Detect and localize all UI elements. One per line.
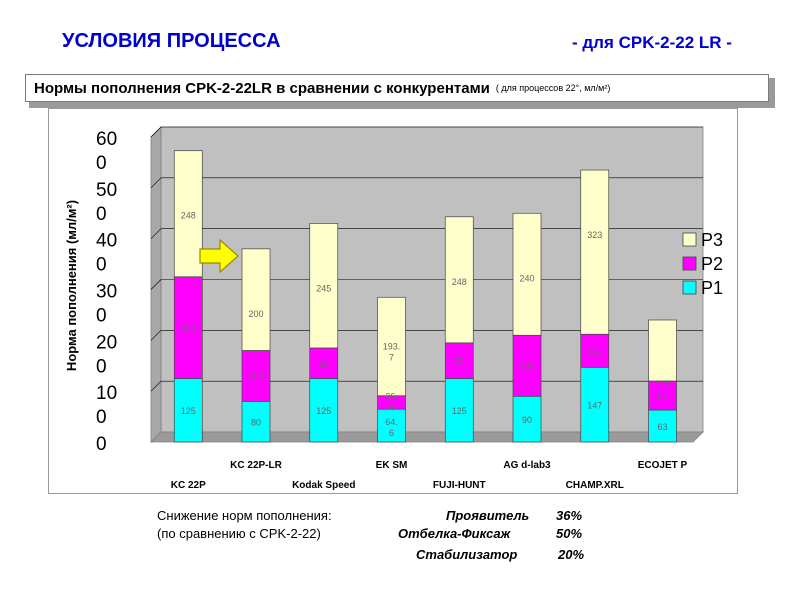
gridline-diagonal bbox=[150, 330, 162, 341]
x-tick-label: ECOJET P bbox=[638, 460, 688, 471]
bar-segment-p2 bbox=[444, 342, 474, 379]
summary-heading: Снижение норм пополнения: bbox=[157, 508, 332, 523]
data-label: 245 bbox=[316, 283, 331, 293]
bar-segment-p1 bbox=[580, 366, 610, 443]
data-label: 26. 4 bbox=[385, 392, 398, 413]
x-tick-label: AG d-lab3 bbox=[503, 460, 551, 471]
bar-segment-p3 bbox=[512, 212, 542, 336]
bar-segment-p3 bbox=[444, 216, 474, 344]
gridline-diagonal bbox=[150, 380, 162, 392]
x-tick-label: CHAMP.XRL bbox=[566, 480, 624, 491]
gridline-diagonal bbox=[150, 228, 162, 239]
x-tick-label: EK SM bbox=[376, 460, 408, 471]
data-label: 125 bbox=[316, 406, 331, 416]
bar-segment-p3 bbox=[241, 248, 271, 351]
bar-segment-p2 bbox=[241, 350, 271, 402]
chart-frame: 0 10 0 20 0 30 0 40 0 50 0 60 0 Норма пополнения (мл/… bbox=[48, 108, 738, 494]
data-label: 200 bbox=[248, 309, 263, 319]
chart-title-note: ( для процессов 22°, мл/м²) bbox=[495, 83, 611, 93]
data-label: 65 bbox=[590, 347, 600, 357]
summary-item-value: 50% bbox=[556, 526, 583, 541]
y-tick-label: 50 0 bbox=[96, 180, 117, 225]
plot-floor bbox=[150, 431, 704, 443]
data-label: 248 bbox=[452, 277, 467, 287]
x-tick-label: KC 22P-LR bbox=[230, 460, 282, 471]
data-label: 200 bbox=[181, 324, 196, 334]
y-tick-label: 30 0 bbox=[96, 282, 117, 327]
bar-segment-p1 bbox=[309, 378, 339, 443]
summary-item-value: 36% bbox=[556, 508, 583, 523]
chart-title-box: Нормы пополнения CPK-2-22LR в сравнении … bbox=[25, 74, 769, 102]
gridline-diagonal bbox=[150, 279, 162, 290]
y-tick-label: 10 0 bbox=[96, 383, 117, 428]
data-label: 240 bbox=[519, 273, 534, 283]
bar-segment-p1 bbox=[444, 378, 474, 443]
data-label: 125 bbox=[452, 406, 467, 416]
summary-item-value: 20% bbox=[558, 547, 585, 562]
bar-segment-p1 bbox=[512, 395, 542, 443]
data-label: 64. 6 bbox=[385, 417, 398, 438]
bar-segment-p2 bbox=[173, 276, 203, 379]
legend-swatch-p3 bbox=[682, 232, 697, 247]
data-label: 120 bbox=[519, 362, 534, 372]
x-tick-label: KC 22P bbox=[171, 480, 206, 491]
legend-swatch-p2 bbox=[682, 256, 697, 271]
bar-segment-p1 bbox=[377, 408, 406, 443]
data-label: 57 bbox=[658, 391, 668, 401]
highlight-arrow-icon bbox=[199, 238, 239, 274]
page-title: УСЛОВИЯ ПРОЦЕССА bbox=[62, 30, 281, 52]
chart-title: Нормы пополнения CPK-2-22LR в сравнении … bbox=[34, 79, 490, 97]
data-label: 100 bbox=[248, 372, 263, 382]
data-label: 147 bbox=[587, 401, 602, 411]
bar-segment-p3 bbox=[648, 319, 677, 382]
summary-item-label: Проявитель bbox=[446, 508, 530, 523]
data-label: 125 bbox=[181, 406, 196, 416]
legend-label: P3 bbox=[701, 230, 723, 250]
data-label: 63 bbox=[658, 422, 668, 432]
bar-segment-p3 bbox=[309, 223, 339, 349]
legend-label: P1 bbox=[701, 278, 723, 298]
summary-heading-note: (по сравнению с CPK-2-22) bbox=[157, 526, 321, 541]
y-tick-label: 40 0 bbox=[96, 231, 117, 276]
data-label: 323 bbox=[587, 230, 602, 240]
y-axis-label: Норма пополнения (мл/м²) bbox=[64, 200, 79, 371]
bar-segment-p2 bbox=[512, 334, 542, 397]
legend-label: P2 bbox=[701, 254, 723, 274]
data-label: 193. 7 bbox=[383, 341, 401, 362]
bar-segment-p3 bbox=[580, 169, 610, 335]
replenishment-chart: 0 10 0 20 0 30 0 40 0 50 0 60 0 Норма пополнения (мл/… bbox=[64, 126, 723, 491]
x-tick-label: Kodak Speed bbox=[292, 480, 355, 491]
summary-item-label: Отбелка-Фиксаж bbox=[398, 526, 511, 541]
legend-swatch-p1 bbox=[682, 280, 697, 295]
y-tick-label: 0 bbox=[96, 434, 107, 455]
gridline-diagonal bbox=[150, 126, 162, 138]
y-tick-label: 60 0 bbox=[96, 129, 117, 174]
data-label: 90 bbox=[522, 415, 532, 425]
bar-segment-p1 bbox=[173, 378, 203, 443]
bar-segment-p2 bbox=[309, 347, 339, 379]
process-subtitle: - для CPK-2-22 LR - bbox=[572, 33, 732, 52]
y-tick-label: 20 0 bbox=[96, 332, 117, 377]
summary-item-label: Стабилизатор bbox=[416, 547, 518, 562]
data-label: 70 bbox=[454, 357, 464, 367]
gridline-diagonal bbox=[150, 177, 162, 189]
data-label: 80 bbox=[251, 418, 261, 428]
x-tick-label: FUJI-HUNT bbox=[433, 480, 486, 491]
data-label: 120 bbox=[655, 380, 670, 390]
bar-segment-p3 bbox=[377, 296, 406, 397]
data-label: 60 bbox=[319, 359, 329, 369]
bar-segment-p2 bbox=[648, 380, 677, 411]
bar-segment-p3 bbox=[173, 150, 203, 278]
data-label: 248 bbox=[181, 211, 196, 221]
